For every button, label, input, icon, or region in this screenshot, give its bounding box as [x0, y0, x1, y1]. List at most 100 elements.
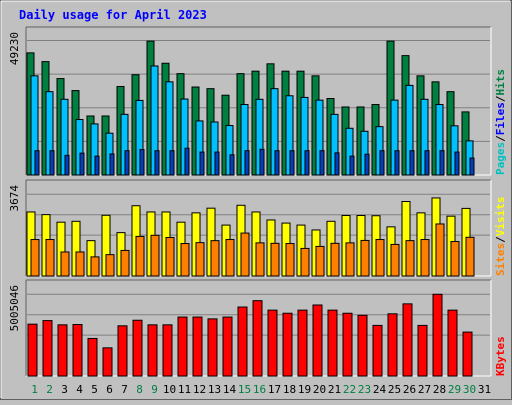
bar-pages-day-28: [439, 150, 445, 176]
x-tick-label-day-8: 8: [136, 383, 143, 396]
x-tick-label-day-4: 4: [76, 383, 83, 396]
bar-sites-day-7: [120, 249, 130, 277]
bar-pages-day-24: [379, 150, 385, 176]
bar-sites-day-27: [420, 239, 430, 277]
x-tick-label-day-12: 12: [193, 383, 206, 396]
x-tick-label-day-14: 14: [223, 383, 237, 396]
bar-kbytes-day-21: [327, 309, 338, 377]
bar-sites-day-4: [75, 251, 85, 277]
panel-max-label: 3674: [8, 185, 21, 212]
bar-pages-day-27: [424, 150, 430, 176]
bar-kbytes-day-4: [72, 323, 83, 377]
bar-pages-day-22: [349, 155, 355, 176]
x-tick-label-day-23: 23: [358, 383, 371, 396]
bar-kbytes-day-16: [252, 300, 263, 377]
bar-kbytes-day-10: [162, 324, 173, 377]
bar-pages-day-9: [154, 150, 160, 176]
x-axis-labels: 1 2 3 4 5 6 7 8 9 10 11 12 13 14 15 16 17 18 19 20 21 22 23 24 2…: [31, 383, 491, 396]
bar-sites-day-11: [180, 243, 190, 277]
bar-sites-day-18: [285, 243, 295, 277]
bar-pages-day-4: [79, 152, 85, 176]
bar-pages-day-16: [259, 148, 265, 176]
bar-kbytes-day-12: [192, 316, 203, 377]
bar-kbytes-day-20: [312, 304, 323, 377]
bar-sites-day-29: [450, 241, 460, 277]
x-tick-label-day-3: 3: [61, 383, 68, 396]
bar-kbytes-day-11: [177, 316, 188, 377]
bar-kbytes-day-7: [117, 325, 128, 377]
bar-sites-day-3: [60, 251, 70, 277]
bar-sites-day-2: [45, 239, 55, 277]
bar-kbytes-day-19: [297, 309, 308, 377]
legend-pages: Pages: [494, 142, 507, 175]
bar-kbytes-day-2: [42, 320, 53, 377]
bar-kbytes-day-8: [132, 319, 143, 377]
bar-sites-day-28: [435, 223, 445, 277]
panel-kbytes: 5005046 KBytes: [8, 279, 507, 377]
bar-pages-day-14: [229, 154, 235, 176]
bar-pages-day-10: [169, 150, 175, 176]
bar-sites-day-24: [375, 239, 385, 277]
bar-pages-day-2: [49, 150, 55, 176]
x-tick-label-day-19: 19: [298, 383, 311, 396]
bar-kbytes-day-14: [222, 316, 233, 377]
x-tick-label-day-20: 20: [313, 383, 326, 396]
bar-pages-day-3: [64, 154, 70, 176]
bar-kbytes-day-22: [342, 312, 353, 377]
x-tick-label-day-18: 18: [283, 383, 296, 396]
bar-sites-day-15: [240, 232, 250, 277]
bar-pages-day-29: [454, 151, 460, 176]
bar-kbytes-day-3: [57, 324, 68, 377]
x-tick-label-day-7: 7: [121, 383, 128, 396]
x-tick-label-day-2: 2: [46, 383, 53, 396]
bar-kbytes-day-5: [87, 337, 98, 377]
x-tick-label-day-11: 11: [178, 383, 191, 396]
bar-pages-day-11: [184, 147, 190, 176]
chart-title: Daily usage for April 2023: [19, 8, 207, 22]
legend-hits: Hits: [494, 69, 507, 96]
x-tick-label-day-1: 1: [31, 383, 38, 396]
x-tick-label-day-30: 30: [463, 383, 476, 396]
panel-legend-label: Sites/Visits: [494, 197, 507, 277]
bar-sites-day-10: [165, 237, 175, 277]
bar-sites-day-5: [90, 256, 100, 277]
panel-legend-label: KBytes: [494, 336, 507, 376]
bar-pages-day-23: [364, 153, 370, 176]
bar-kbytes-day-24: [372, 324, 383, 377]
bar-sites-day-23: [360, 239, 370, 277]
x-tick-label-day-10: 10: [163, 383, 176, 396]
x-tick-label-day-21: 21: [328, 383, 341, 396]
bar-kbytes-day-23: [357, 314, 368, 377]
x-tick-label-day-6: 6: [106, 383, 113, 396]
bar-sites-day-12: [195, 242, 205, 277]
bar-kbytes-day-15: [237, 306, 248, 377]
bar-kbytes-day-6: [102, 347, 113, 377]
chart-panels: 49230 Pages/Files/Hits 3674 Sites/Visits 500…: [8, 26, 507, 377]
x-tick-label-day-25: 25: [388, 383, 401, 396]
panel-max-label: 5005046: [8, 285, 21, 331]
bar-pages-day-21: [334, 152, 340, 176]
bar-sites-day-25: [390, 243, 400, 277]
bar-sites-day-21: [330, 242, 340, 277]
x-tick-label-day-28: 28: [433, 383, 446, 396]
x-tick-label-day-24: 24: [373, 383, 387, 396]
bar-kbytes-day-28: [432, 293, 443, 377]
x-tick-label-day-16: 16: [253, 383, 266, 396]
bar-sites-day-30: [465, 236, 475, 277]
legend-sites: Sites: [494, 243, 507, 276]
bar-kbytes-day-17: [267, 309, 278, 377]
panel-max-label: 49230: [8, 32, 21, 65]
bar-kbytes-day-25: [387, 313, 398, 377]
bar-sites-day-8: [135, 235, 145, 277]
bar-sites-day-16: [255, 242, 265, 277]
x-tick-label-day-17: 17: [268, 383, 281, 396]
bar-sites-day-19: [300, 247, 310, 277]
bar-kbytes-day-29: [447, 309, 458, 377]
bar-pages-day-6: [109, 153, 115, 176]
legend-visits: Visits: [494, 197, 507, 237]
bar-pages-day-8: [139, 149, 145, 176]
panel-visits-sites: 3674 Sites/Visits: [8, 179, 507, 277]
bar-pages-day-1: [34, 150, 40, 176]
